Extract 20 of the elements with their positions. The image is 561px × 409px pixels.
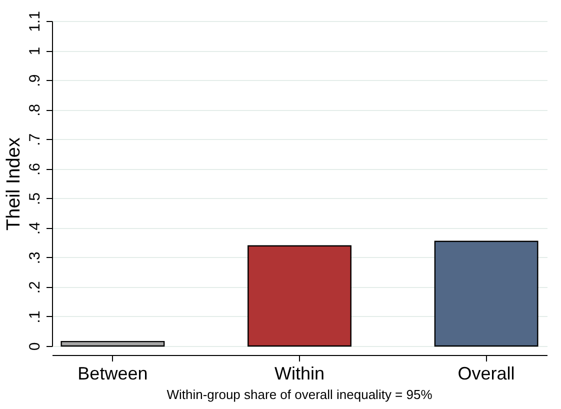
y-tick-label: .1: [26, 310, 44, 324]
x-tick-label: Within: [274, 364, 325, 384]
y-tick-label: .9: [26, 74, 44, 87]
bar: [60, 340, 165, 347]
y-tick-label: .6: [26, 162, 44, 176]
x-tick-label: Between: [78, 364, 148, 384]
y-tick-label: 1: [26, 46, 44, 56]
y-tick-label: .4: [26, 222, 44, 235]
y-tick-label: .7: [26, 133, 44, 146]
x-tick-label: Overall: [458, 364, 515, 384]
y-tick-label: .5: [26, 192, 44, 206]
text: Within-group share of overall inequality = 95%: [166, 387, 433, 402]
y-axis-title: Theil Index: [4, 137, 24, 230]
bar: [434, 240, 538, 347]
y-tick-label: 1.1: [26, 11, 44, 32]
y-tick-label: .8: [26, 104, 44, 116]
y-tick-label: 0: [26, 342, 44, 351]
bar: [248, 245, 352, 347]
y-tick-label: .3: [26, 252, 44, 264]
y-tick-label: .2: [26, 281, 44, 294]
